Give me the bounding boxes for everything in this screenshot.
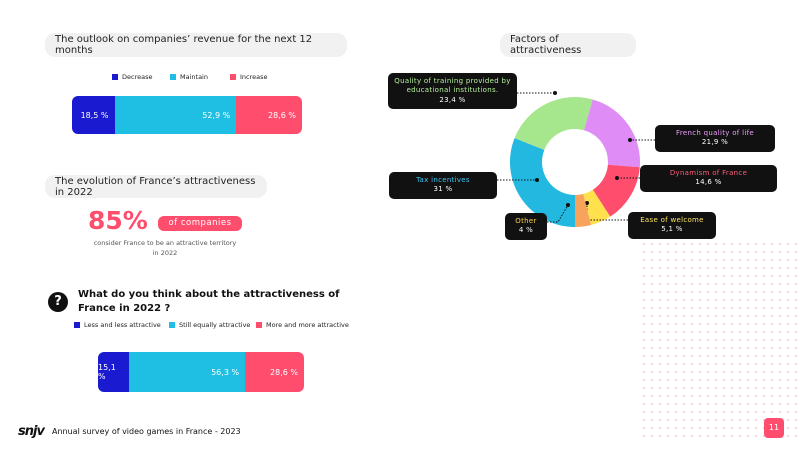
bar-segment: 15,1 %	[98, 352, 130, 392]
legend-swatch	[112, 74, 118, 80]
chart-title: What do you think about the attractivene…	[78, 289, 340, 314]
leader-dot	[553, 91, 557, 95]
value-label: 56,3 %	[211, 367, 240, 377]
legend-label: Maintain	[180, 73, 208, 81]
legend-swatch	[256, 322, 262, 328]
callout: Dynamism of France 14,6 %	[640, 165, 777, 192]
legend-item: Decrease	[112, 73, 152, 81]
legend-swatch	[169, 322, 175, 328]
bar-segment: 28,6 %	[236, 96, 302, 134]
legend-label: Less and less attractive	[84, 321, 161, 329]
value-label: 4 %	[518, 226, 534, 235]
chart-title: Factors of attractiveness	[500, 33, 636, 57]
highlight-figure: 85%	[88, 206, 148, 235]
value-label: 14,6 %	[695, 178, 722, 187]
legend-item: More and more attractive	[256, 321, 349, 329]
value-label: 28,6 %	[270, 367, 298, 377]
donut-slice	[575, 193, 592, 227]
donut-slice	[514, 96, 593, 150]
callout: Other 4 %	[505, 213, 547, 240]
page-number: 11	[764, 418, 784, 438]
category-label: French quality of life	[676, 129, 754, 137]
donut-slice	[509, 138, 575, 227]
value-label: 5,1 %	[661, 225, 683, 234]
logo: snjv	[18, 424, 45, 439]
leader-line	[586, 203, 628, 221]
callout: Tax incentives 31 %	[389, 172, 497, 199]
legend-swatch	[74, 322, 80, 328]
question-icon: ?	[48, 292, 68, 312]
leader-line	[547, 204, 569, 223]
callout: Ease of welcome 5,1 %	[628, 212, 716, 239]
value-label: 28,6 %	[268, 110, 296, 120]
chart-title: The outlook on companies’ revenue for th…	[45, 33, 347, 57]
legend-swatch	[170, 74, 176, 80]
bar-segment: 28,6 %	[245, 352, 304, 392]
leader-dot	[615, 176, 619, 180]
leader-dot	[585, 201, 589, 205]
leader-dot	[566, 203, 570, 207]
legend-label: Still equally attractive	[179, 321, 251, 329]
legend-item: Less and less attractive	[74, 321, 161, 329]
legend-label: More and more attractive	[266, 321, 349, 329]
callout: Quality of training provided by educatio…	[388, 73, 517, 110]
stacked-bar: 18,5 % 52,9 % 28,6 %	[72, 96, 302, 134]
value-label: 15,1 %	[98, 363, 116, 381]
bar-segment: 56,3 %	[129, 352, 246, 392]
category-label: Other	[515, 217, 537, 225]
section-title: The evolution of France’s attractiveness…	[45, 175, 267, 198]
legend-swatch	[230, 74, 236, 80]
legend-item: Increase	[230, 73, 268, 81]
callout: French quality of life 21,9 %	[655, 125, 775, 152]
stacked-bar: 15,1 % 56,3 % 28,6 %	[98, 352, 304, 392]
bar-segment: 18,5 %	[72, 96, 115, 134]
category-label: Tax incentives	[416, 176, 470, 184]
category-label: Ease of welcome	[640, 216, 704, 224]
donut-slice	[583, 189, 611, 225]
leader-dot	[535, 178, 539, 182]
value-label: 31 %	[433, 185, 453, 194]
leader-dot	[628, 138, 632, 142]
dot-pattern	[640, 240, 800, 440]
highlight-caption: consider France to be an attractive terr…	[93, 239, 237, 257]
footer-text: Annual survey of video games in France -…	[52, 427, 241, 436]
legend-label: Decrease	[122, 73, 153, 81]
value-label: 18,5 %	[80, 110, 109, 120]
donut-slice	[584, 99, 640, 168]
legend-item: Maintain	[170, 73, 208, 81]
highlight-tag: of companies	[158, 216, 242, 231]
value-label: 52,9 %	[202, 110, 231, 120]
value-label: 23,4 %	[439, 95, 466, 104]
donut-slice	[592, 164, 640, 217]
category-label: Dynamism of France	[669, 169, 748, 177]
category-label: Quality of training provided by educatio…	[394, 77, 511, 95]
legend-item: Still equally attractive	[169, 321, 250, 329]
value-label: 21,9 %	[701, 138, 729, 147]
bar-segment: 52,9 %	[114, 96, 237, 134]
legend-label: Increase	[240, 73, 268, 81]
